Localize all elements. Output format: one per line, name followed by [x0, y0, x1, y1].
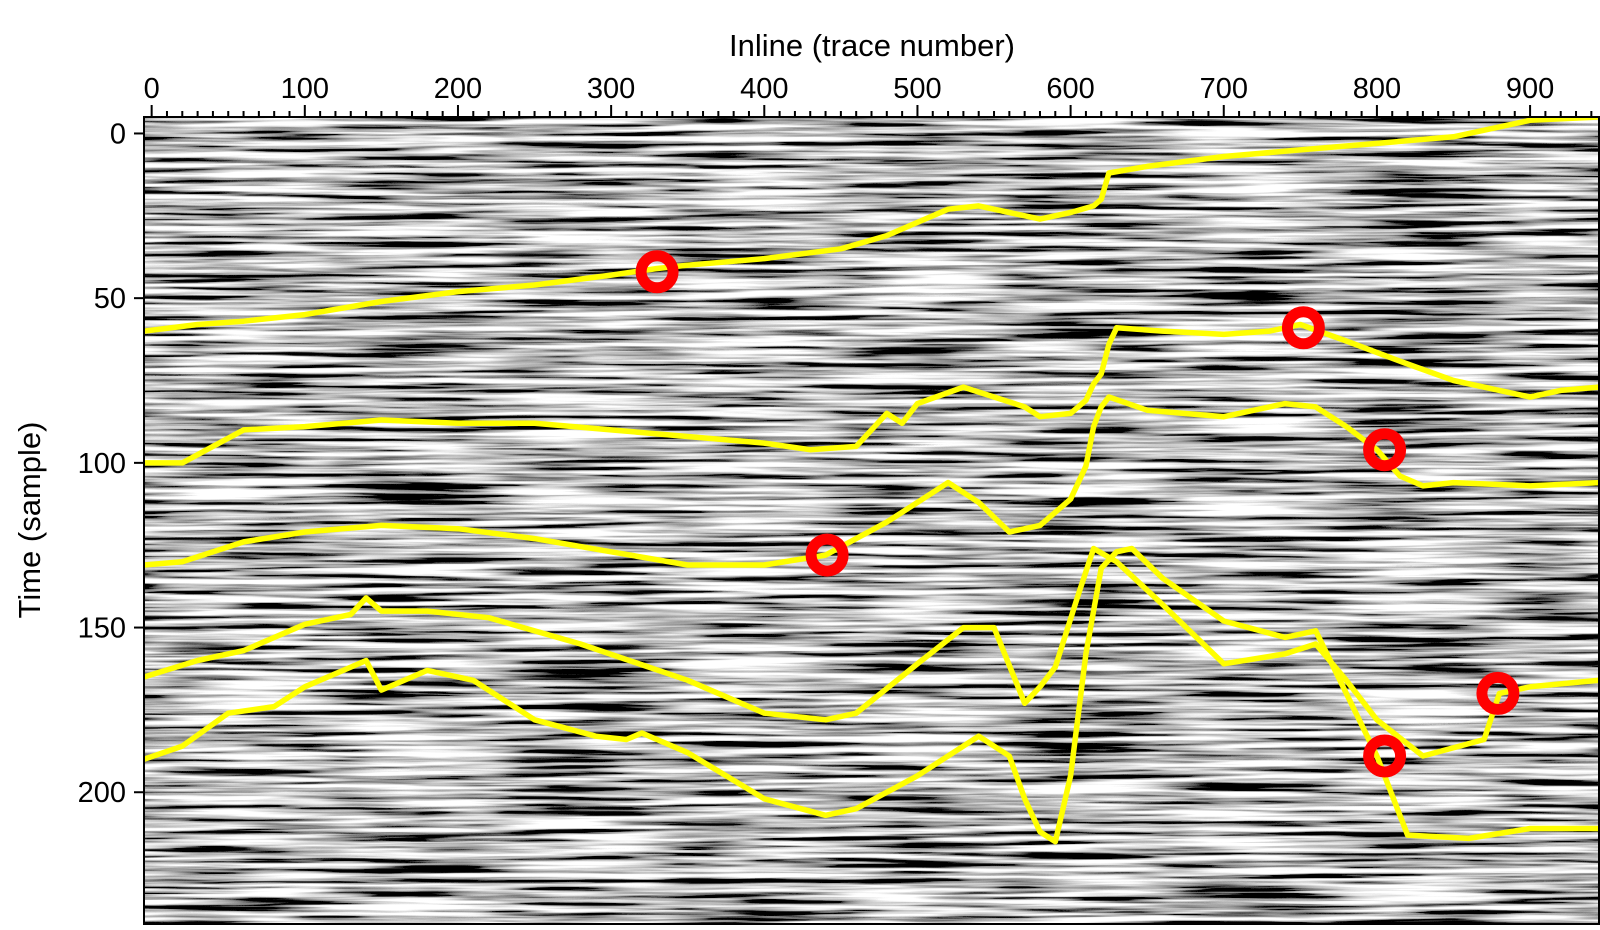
- horizon-line-5: [144, 545, 1599, 845]
- x-tick-label: 100: [281, 73, 329, 105]
- x-tick-label: 900: [1506, 73, 1554, 105]
- control-point-marker-4: [805, 533, 849, 577]
- horizon-line-4: [144, 545, 1599, 759]
- control-point-marker-1: [635, 250, 679, 294]
- y-tick-label: 200: [78, 777, 126, 809]
- control-point-marker-6: [1363, 734, 1407, 778]
- y-tick-label: 100: [78, 448, 126, 480]
- x-tick-label: 200: [434, 73, 482, 105]
- control-point-marker-2: [1281, 306, 1325, 350]
- horizon-line-1: [144, 117, 1599, 334]
- x-axis: 0 100 200 300 400 500 600 700 800 900: [144, 73, 1593, 117]
- x-tick-label: 400: [740, 73, 788, 105]
- y-axis-title: Time (sample): [12, 422, 47, 619]
- x-tick-label: 800: [1353, 73, 1401, 105]
- x-tick-label: 300: [587, 73, 635, 105]
- x-tick-label: 0: [144, 73, 160, 105]
- horizon-line-2: [144, 321, 1599, 466]
- x-tick-label: 700: [1200, 73, 1248, 105]
- y-axis: 0 50 100 150 200: [78, 118, 144, 809]
- control-point-marker-5: [1476, 671, 1520, 715]
- markers-layer: [635, 250, 1520, 778]
- y-tick-label: 150: [78, 613, 126, 645]
- x-tick-label: 500: [893, 73, 941, 105]
- x-tick-label: 600: [1046, 73, 1094, 105]
- seismic-background: [144, 117, 1599, 924]
- y-tick-label: 0: [110, 118, 126, 150]
- y-tick-label: 50: [94, 283, 126, 315]
- x-axis-title: Inline (trace number): [729, 28, 1015, 63]
- control-point-marker-3: [1363, 428, 1407, 472]
